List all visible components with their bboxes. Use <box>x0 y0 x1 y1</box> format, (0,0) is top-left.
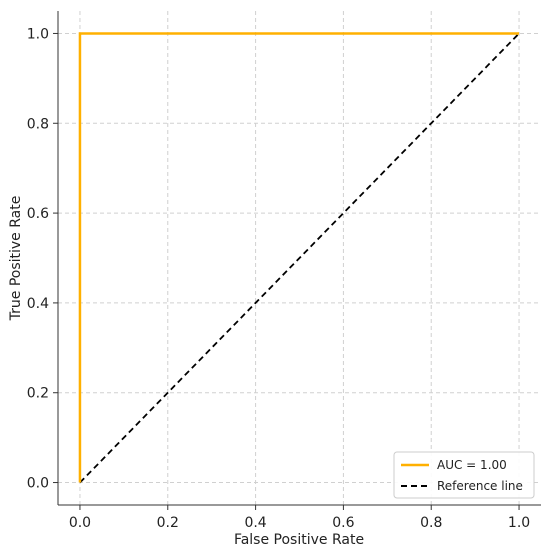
x-tick-label-5: 1.0 <box>508 515 530 531</box>
legend-label-reference: Reference line <box>437 479 523 493</box>
roc-curve-line <box>78 32 520 483</box>
grid-lines <box>58 11 541 505</box>
x-tick-label-1: 0.2 <box>157 515 179 531</box>
y-tick-label-3: 0.6 <box>27 206 49 222</box>
legend-box <box>393 451 535 499</box>
y-tick-label-5: 1.0 <box>27 26 49 42</box>
legend-label-auc: AUC = 1.00 <box>437 458 507 472</box>
y-tick-label-1: 0.2 <box>27 386 49 402</box>
y-tick-label-0: 0.0 <box>27 476 49 492</box>
y-tick-label-4: 0.8 <box>27 116 49 132</box>
x-tick-label-2: 0.4 <box>244 515 266 531</box>
series <box>78 32 520 484</box>
x-ticks: 0.0 0.2 0.4 0.6 0.8 1.0 <box>69 505 530 531</box>
y-tick-label-2: 0.4 <box>27 296 49 312</box>
legend: AUC = 1.00 Reference line <box>393 451 535 499</box>
x-axis-label: False Positive Rate <box>234 532 364 548</box>
x-tick-label-4: 0.8 <box>420 515 442 531</box>
y-ticks: 0.0 0.2 0.4 0.6 0.8 1.0 <box>27 26 58 492</box>
x-tick-label-3: 0.6 <box>332 515 354 531</box>
y-axis-label: True Positive Rate <box>8 196 24 322</box>
reference-line <box>79 32 520 484</box>
axes-spines <box>57 11 541 506</box>
x-tick-label-0: 0.0 <box>69 515 91 531</box>
